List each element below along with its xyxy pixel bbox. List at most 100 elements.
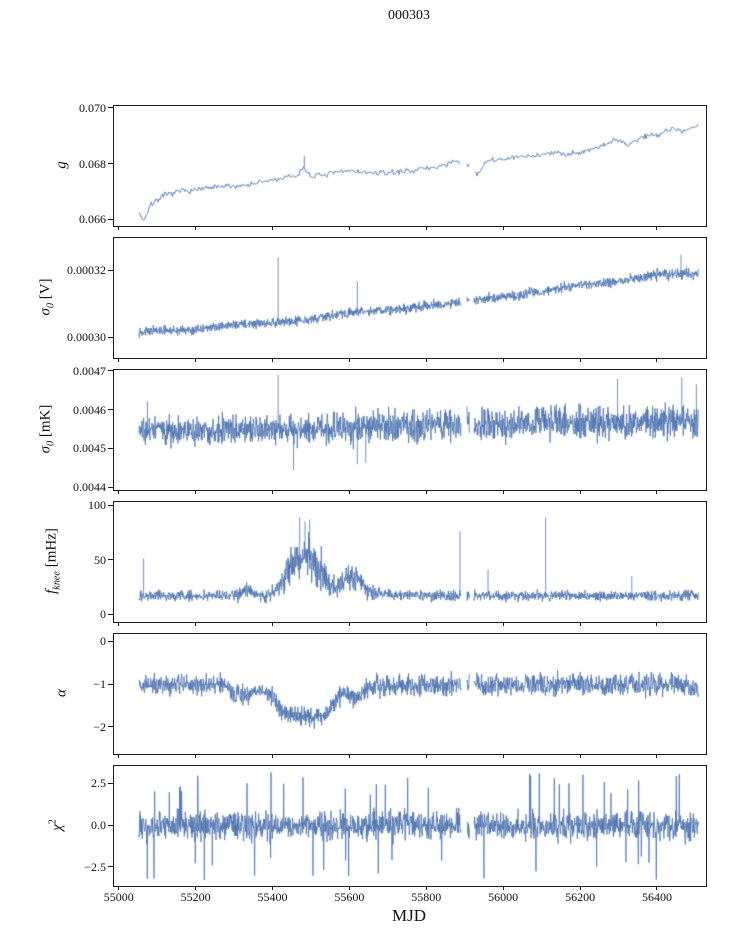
chart-title: 000303: [388, 8, 430, 23]
x-tick-mark: [579, 358, 581, 362]
x-tick-label: 56200: [565, 890, 596, 904]
x-tick-mark: [579, 226, 581, 230]
subplot-sigma0-volts: [113, 237, 707, 359]
x-tick-mark: [195, 622, 197, 626]
x-tick-mark: [502, 226, 504, 230]
y-tick-mark: [108, 504, 113, 506]
y-tick-label: 0.0044: [73, 480, 106, 495]
x-tick-mark: [579, 886, 581, 890]
y-tick-label: 0.0046: [73, 402, 106, 417]
y-tick-mark: [108, 107, 113, 109]
x-tick-mark: [348, 886, 350, 890]
y-tick-label: 0.0047: [73, 363, 106, 378]
x-tick-label: 56400: [641, 890, 672, 904]
y-axis-label-sigma0-volts: σ0 [V]: [37, 278, 57, 316]
y-tick-label: 0.070: [79, 100, 106, 115]
y-tick-label: 0: [100, 634, 106, 649]
x-tick-label: 55200: [180, 890, 211, 904]
y-tick-mark: [108, 447, 113, 449]
x-tick-mark: [425, 358, 427, 362]
subplot-chi2: [113, 765, 707, 887]
x-tick-mark: [348, 490, 350, 494]
plot-canvas-sigma0-volts: [114, 238, 706, 358]
y-tick-mark: [108, 409, 113, 411]
x-tick-mark: [656, 358, 658, 362]
x-tick-mark: [348, 358, 350, 362]
x-tick-mark: [195, 754, 197, 758]
y-tick-label: 0.00032: [67, 263, 106, 278]
x-tick-mark: [195, 358, 197, 362]
x-tick-label: 55000: [103, 890, 134, 904]
y-tick-label: 0.0: [91, 818, 106, 832]
x-tick-mark: [502, 490, 504, 494]
x-tick-mark: [425, 886, 427, 890]
x-tick-mark: [656, 622, 658, 626]
y-tick-mark: [108, 269, 113, 271]
plot-canvas-gain: [114, 106, 706, 226]
x-tick-mark: [195, 226, 197, 230]
y-tick-mark: [108, 370, 113, 372]
x-tick-label: 55600: [334, 890, 365, 904]
x-tick-mark: [272, 754, 274, 758]
x-tick-mark: [502, 622, 504, 626]
x-tick-mark: [425, 490, 427, 494]
x-tick-mark: [195, 490, 197, 494]
x-tick-mark: [348, 754, 350, 758]
y-tick-label: 100: [88, 498, 106, 513]
y-tick-label: 0.066: [79, 212, 106, 227]
x-tick-mark: [502, 886, 504, 890]
x-tick-mark: [656, 490, 658, 494]
y-tick-label: −2: [93, 719, 106, 734]
x-axis-label: MJD: [391, 906, 426, 925]
x-tick-mark: [425, 754, 427, 758]
y-tick-label: 0.068: [79, 156, 106, 171]
x-tick-mark: [656, 226, 658, 230]
plot-canvas-chi2: [114, 766, 706, 886]
x-tick-mark: [118, 226, 120, 230]
x-tick-mark: [272, 490, 274, 494]
y-tick-mark: [108, 336, 113, 338]
x-tick-mark: [656, 754, 658, 758]
y-tick-mark: [108, 486, 113, 488]
x-tick-mark: [348, 226, 350, 230]
x-tick-mark: [272, 622, 274, 626]
y-tick-label: 2.5: [91, 776, 106, 791]
x-tick-mark: [425, 622, 427, 626]
y-tick-mark: [108, 163, 113, 165]
x-tick-mark: [579, 490, 581, 494]
x-tick-mark: [502, 358, 504, 362]
x-tick-mark: [656, 886, 658, 890]
x-tick-mark: [272, 226, 274, 230]
subplot-fknee: [113, 501, 707, 623]
y-tick-label: −2.5: [84, 859, 106, 874]
plot-canvas-sigma0-mk: [114, 370, 706, 490]
x-tick-mark: [118, 358, 120, 362]
x-tick-mark: [118, 886, 120, 890]
x-tick-label: 55400: [257, 890, 288, 904]
y-tick-mark: [108, 559, 113, 561]
x-tick-mark: [579, 622, 581, 626]
y-tick-label: −1: [93, 677, 106, 691]
x-tick-label: 55800: [411, 890, 442, 904]
x-tick-mark: [579, 754, 581, 758]
y-tick-label: 0: [100, 607, 106, 622]
x-tick-mark: [348, 622, 350, 626]
y-tick-mark: [108, 640, 113, 642]
y-tick-mark: [108, 726, 113, 728]
y-tick-mark: [108, 782, 113, 784]
x-tick-mark: [425, 226, 427, 230]
x-tick-mark: [502, 754, 504, 758]
plot-canvas-alpha: [114, 634, 706, 754]
y-tick-mark: [108, 824, 113, 826]
plot-canvas-fknee: [114, 502, 706, 622]
x-tick-mark: [118, 622, 120, 626]
y-tick-mark: [108, 866, 113, 868]
y-tick-label: 0.0045: [73, 441, 106, 456]
subplot-sigma0-mk: [113, 369, 707, 491]
y-tick-mark: [108, 613, 113, 615]
x-tick-label: 56000: [488, 890, 519, 904]
y-tick-mark: [108, 683, 113, 685]
x-tick-mark: [272, 886, 274, 890]
subplot-alpha: [113, 633, 707, 755]
